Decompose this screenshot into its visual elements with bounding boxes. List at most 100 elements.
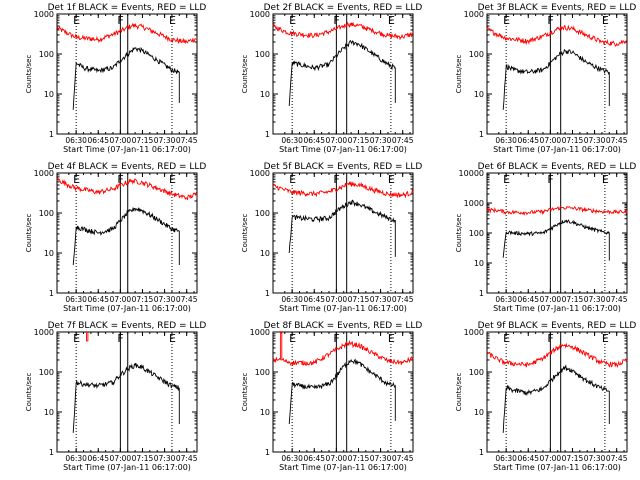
detector-panel-6: Det 6f BLACK = Events, RED = LLD 1 10 100 10…: [455, 162, 636, 313]
x-tick-label: 07:00: [540, 295, 562, 304]
y-tick-label: 10: [44, 249, 54, 258]
marker-label: E: [73, 14, 80, 27]
y-axis-label: Counts/sec: [25, 214, 33, 253]
y-tick-label: 10: [260, 408, 270, 417]
marker-label: E: [503, 173, 510, 186]
y-tick-label: 1: [479, 448, 484, 457]
x-tick-label: 07:30: [154, 295, 176, 304]
marker-label: E: [169, 14, 176, 27]
y-axis-label: Counts/sec: [455, 55, 463, 94]
marker-label: E: [289, 14, 296, 27]
y-tick-label: 1000: [250, 10, 270, 19]
x-tick-label: 07:45: [176, 295, 198, 304]
y-tick-label: 1000: [250, 328, 270, 337]
detector-panel-4: Det 4f BLACK = Events, RED = LLD 1 10 100 10…: [25, 162, 206, 313]
panel-title: Det 7f BLACK = Events, RED = LLD: [48, 321, 207, 331]
x-axis-label: Start Time (07-Jan-11 06:17:00): [279, 304, 407, 313]
x-axis-label: Start Time (07-Jan-11 06:17:00): [493, 304, 621, 313]
marker-label: F: [547, 14, 553, 27]
series-events-line: [72, 362, 180, 433]
detector-panel-9: Det 9f BLACK = Events, RED = LLD 1 10 100 10…: [455, 321, 636, 472]
marker-label: F: [333, 332, 339, 345]
marker-label: E: [169, 332, 176, 345]
marker-label: E: [503, 332, 510, 345]
x-tick-label: 06:30: [65, 136, 87, 145]
y-tick-label: 1: [479, 289, 484, 298]
x-axis-label: Start Time (07-Jan-11 06:17:00): [63, 304, 191, 313]
x-tick-label: 07:00: [110, 454, 132, 463]
marker-label: E: [73, 173, 80, 186]
series-events-line: [288, 39, 396, 107]
x-tick-label: 06:45: [303, 136, 325, 145]
y-axis-label: Counts/sec: [455, 214, 463, 253]
x-tick-label: 07:00: [326, 136, 348, 145]
marker-label: E: [289, 332, 296, 345]
x-tick-label: 07:45: [176, 454, 198, 463]
panel-title: Det 1f BLACK = Events, RED = LLD: [48, 3, 207, 13]
y-tick-label: 1: [265, 448, 270, 457]
x-tick-label: 07:30: [154, 454, 176, 463]
x-tick-label: 07:30: [584, 136, 606, 145]
x-tick-label: 07:30: [154, 136, 176, 145]
series-lld-line: [272, 330, 414, 367]
marker-label: E: [602, 14, 609, 27]
y-tick-label: 100: [255, 209, 270, 218]
panel-title: Det 2f BLACK = Events, RED = LLD: [264, 3, 423, 13]
detector-panel-2: Det 2f BLACK = Events, RED = LLD 1 10 100 10…: [241, 3, 422, 154]
plot-frame: [56, 331, 198, 453]
marker-label: E: [388, 14, 395, 27]
y-tick-label: 1: [49, 289, 54, 298]
x-tick-label: 07:45: [392, 295, 414, 304]
x-tick-label: 07:15: [562, 136, 584, 145]
marker-label: E: [289, 173, 296, 186]
x-axis-label: Start Time (07-Jan-11 06:17:00): [493, 463, 621, 472]
y-tick-label: 100: [255, 368, 270, 377]
y-tick-label: 1: [265, 289, 270, 298]
x-tick-label: 07:00: [326, 295, 348, 304]
y-tick-label: 100: [39, 368, 54, 377]
y-axis-label: Counts/sec: [25, 55, 33, 94]
x-tick-label: 06:45: [303, 454, 325, 463]
plot-frame: [272, 331, 414, 453]
x-tick-label: 07:00: [540, 454, 562, 463]
y-axis-label: Counts/sec: [241, 55, 249, 94]
series-lld-line: [56, 22, 198, 45]
x-tick-label: 06:45: [87, 136, 109, 145]
y-axis-label: Counts/sec: [241, 214, 249, 253]
y-tick-label: 10: [44, 90, 54, 99]
x-tick-label: 06:30: [65, 295, 87, 304]
x-tick-label: 07:00: [110, 136, 132, 145]
y-tick-label: 10: [474, 90, 484, 99]
series-lld-line: [486, 205, 628, 216]
x-tick-label: 06:30: [495, 295, 517, 304]
marker-label: F: [547, 173, 553, 186]
panel-title: Det 6f BLACK = Events, RED = LLD: [478, 162, 637, 172]
x-tick-label: 07:15: [562, 295, 584, 304]
detector-panel-8: Det 8f BLACK = Events, RED = LLD 1 10 100 10…: [241, 321, 422, 472]
marker-label: E: [73, 332, 80, 345]
y-tick-label: 1: [49, 448, 54, 457]
panel-title: Det 5f BLACK = Events, RED = LLD: [264, 162, 423, 172]
x-tick-label: 06:30: [281, 295, 303, 304]
x-tick-label: 07:45: [392, 454, 414, 463]
series-lld-line: [486, 24, 628, 47]
x-axis-label: Start Time (07-Jan-11 06:17:00): [279, 463, 407, 472]
detector-panel-7: Det 7f BLACK = Events, RED = LLD 1 10 100 10…: [25, 321, 206, 472]
series-lld-line: [86, 332, 89, 342]
x-tick-label: 06:30: [281, 136, 303, 145]
series-events-line: [288, 199, 396, 257]
x-tick-label: 06:30: [281, 454, 303, 463]
marker-label: E: [503, 14, 510, 27]
series-lld-line: [272, 180, 414, 199]
y-tick-label: 10: [260, 249, 270, 258]
y-tick-label: 100: [39, 50, 54, 59]
marker-label: E: [388, 173, 395, 186]
marker-label: F: [333, 173, 339, 186]
y-tick-label: 1000: [464, 199, 484, 208]
x-tick-label: 07:15: [562, 454, 584, 463]
y-tick-label: 10000: [459, 169, 484, 178]
y-tick-label: 100: [469, 368, 484, 377]
x-tick-label: 07:30: [370, 136, 392, 145]
plot-frame: [272, 13, 414, 135]
